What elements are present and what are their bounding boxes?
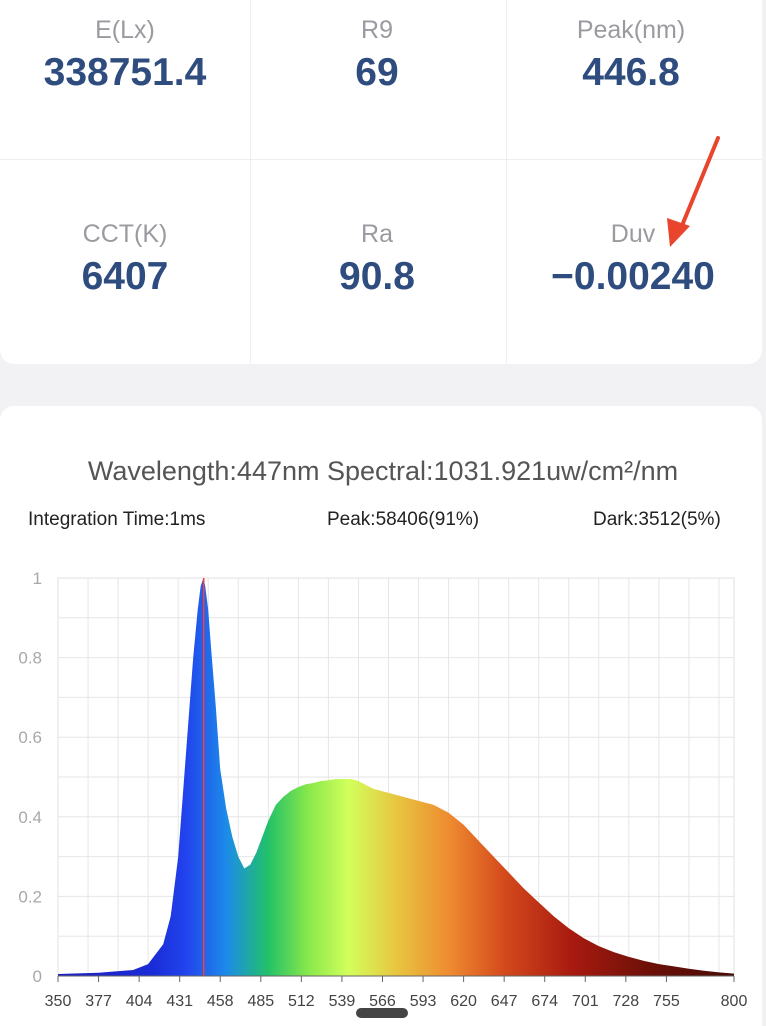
metric-duv: Duv −0.00240 [506, 220, 760, 299]
y-tick-label: 1 [33, 569, 42, 588]
x-tick-label: 620 [450, 993, 477, 1010]
metrics-divider [0, 159, 762, 160]
x-tick-label: 377 [85, 993, 112, 1010]
scroll-handle[interactable] [356, 1008, 408, 1018]
metric-r9: R9 69 [250, 16, 504, 95]
x-tick-label: 701 [572, 993, 599, 1010]
y-tick-label: 0 [33, 967, 42, 986]
x-tick-label: 458 [207, 993, 234, 1010]
spectrum-header: Wavelength:447nm Spectral:1031.921uw/cm²… [87, 456, 679, 486]
metric-label: Peak(nm) [576, 16, 686, 44]
metrics-card [0, 0, 762, 364]
metric-illuminance: E(Lx) 338751.4 [0, 16, 252, 95]
metric-value: 69 [355, 51, 399, 94]
x-tick-label: 539 [329, 993, 356, 1010]
metric-peak: Peak(nm) 446.8 [504, 16, 758, 95]
x-tick-label: 674 [531, 993, 558, 1010]
x-tick-label: 800 [721, 993, 748, 1010]
integration-time: Integration Time:1ms [28, 509, 206, 530]
x-tick-label: 728 [612, 993, 639, 1010]
x-tick-label: 566 [369, 993, 396, 1010]
metric-value: −0.00240 [551, 255, 715, 298]
x-tick-label: 647 [491, 993, 518, 1010]
metric-value: 6407 [81, 255, 169, 298]
x-tick-label: 485 [247, 993, 274, 1010]
chart-grid [57, 577, 735, 977]
x-tick-label: 512 [288, 993, 315, 1010]
metric-label: E(Lx) [95, 16, 155, 44]
x-tick-label: 755 [653, 993, 680, 1010]
x-tick-label: 431 [166, 993, 193, 1010]
metric-value: 446.8 [582, 51, 680, 94]
metric-ra: Ra 90.8 [250, 220, 504, 299]
y-tick-label: 0.2 [18, 887, 42, 906]
x-tick-label: 350 [45, 993, 72, 1010]
metrics-divider [250, 0, 251, 364]
spectrum-area [58, 578, 734, 976]
y-tick-label: 0.4 [18, 808, 42, 827]
metrics-divider [506, 0, 507, 364]
metric-label: Ra [361, 220, 393, 248]
metric-value: 90.8 [339, 255, 415, 298]
metric-label: R9 [361, 16, 393, 44]
metric-label: Duv [610, 220, 656, 248]
y-tick-label: 0.6 [18, 728, 42, 747]
y-tick-label: 0.8 [18, 649, 42, 668]
dark-count: Dark:3512(5%) [593, 509, 721, 530]
x-tick-label: 593 [410, 993, 437, 1010]
metric-label: CCT(K) [82, 220, 168, 248]
red-arrow-icon [667, 136, 720, 247]
spectrum-chart: 350 377 404 431 458 485 512 539 566 593 620 647 674 7… [18, 569, 748, 1010]
metric-cct: CCT(K) 6407 [0, 220, 252, 299]
metric-value: 338751.4 [43, 51, 207, 94]
peak-count: Peak:58406(91%) [327, 509, 480, 530]
x-tick-label: 404 [126, 993, 153, 1010]
